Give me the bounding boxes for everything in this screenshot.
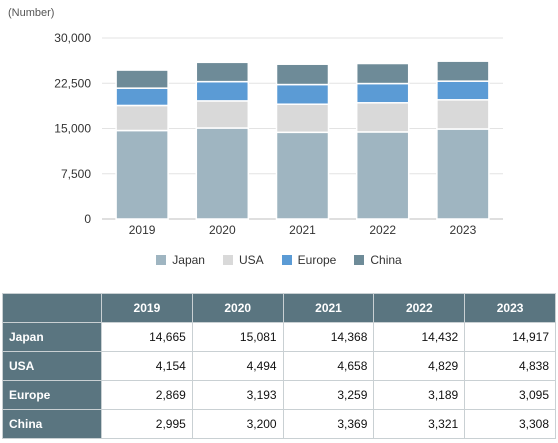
table-cell: 3,193 (191, 380, 284, 410)
table-header-2022: 2022 (373, 293, 466, 323)
table-header-2019: 2019 (101, 293, 193, 323)
bar-segment-europe-2019 (115, 87, 169, 107)
row-label-japan: Japan (2, 322, 102, 352)
y-tick-label: 7,500 (61, 167, 91, 181)
bar-segment-usa-2022 (355, 102, 410, 133)
bar-segment-usa-2021 (275, 103, 330, 134)
bar-segment-europe-2022 (355, 82, 410, 104)
table-cell: 4,154 (101, 351, 193, 381)
bar-segment-europe-2023 (436, 80, 490, 101)
bar-segment-usa-2019 (115, 104, 169, 132)
row-label-china: China (2, 409, 102, 439)
x-tick-label: 2021 (289, 223, 316, 237)
bar-segment-europe-2020 (195, 80, 250, 102)
table-header-2023: 2023 (464, 293, 556, 323)
chart-legend: Japan USA Europe China (0, 251, 558, 269)
legend-swatch-usa (222, 255, 233, 265)
legend-swatch-japan (156, 255, 167, 265)
table-row-europe: Europe 2,869 3,193 3,259 3,189 3,095 (2, 380, 556, 410)
x-tick-label: 2020 (209, 223, 236, 237)
legend-item-china: China (354, 253, 402, 267)
table-row-china: China 2,995 3,200 3,369 3,321 3,308 (2, 409, 556, 439)
bar-segment-europe-2021 (275, 83, 330, 105)
legend-label-europe: Europe (297, 253, 337, 267)
table-cell: 3,308 (464, 409, 556, 439)
table-cell: 3,321 (373, 409, 466, 439)
table-cell: 4,494 (191, 351, 284, 381)
bar-segment-japan-2019 (115, 129, 169, 220)
table-cell: 4,838 (464, 351, 556, 381)
bar-segment-china-2021 (275, 63, 330, 86)
table-cell: 14,432 (373, 322, 466, 352)
table-cell: 4,658 (282, 351, 375, 381)
table-cell: 3,189 (373, 380, 466, 410)
table-cell: 4,829 (373, 351, 466, 381)
table-cell: 2,869 (101, 380, 193, 410)
bar-segment-usa-2020 (195, 100, 250, 129)
legend-swatch-china (354, 255, 365, 265)
table-cell: 14,665 (101, 322, 193, 352)
table-cell: 3,200 (191, 409, 284, 439)
y-tick-label: 15,000 (54, 122, 91, 136)
table-row-japan: Japan 14,665 15,081 14,368 14,432 14,917 (2, 322, 556, 352)
x-tick-label: 2022 (369, 223, 396, 237)
table-header-2020: 2020 (191, 293, 284, 323)
y-tick-label: 30,000 (54, 31, 91, 45)
row-label-usa: USA (2, 351, 102, 381)
bar-segment-china-2022 (355, 62, 410, 85)
legend-label-japan: Japan (172, 253, 205, 267)
table-cell: 3,259 (282, 380, 375, 410)
stacked-bar-chart: (Number) 0 7,500 15,000 22,500 30,000 2019 202… (8, 7, 503, 237)
legend-item-japan: Japan (156, 253, 205, 267)
bar-segment-china-2020 (195, 61, 250, 83)
legend-swatch-europe (281, 255, 292, 265)
bar-segment-japan-2023 (436, 128, 490, 220)
legend-item-europe: Europe (281, 253, 337, 267)
table-cell: 15,081 (191, 322, 284, 352)
table-header-row: 2019 2020 2021 2022 2023 (2, 293, 556, 323)
x-tick-label: 2023 (450, 223, 477, 237)
bar-segment-usa-2023 (436, 99, 490, 130)
bar-segment-china-2019 (115, 69, 169, 89)
bar-segment-china-2023 (436, 60, 490, 82)
y-tick-label: 22,500 (54, 76, 91, 90)
legend-label-china: China (370, 253, 402, 267)
table-cell: 14,368 (282, 322, 375, 352)
table-header-corner (2, 293, 102, 323)
table-row-usa: USA 4,154 4,494 4,658 4,829 4,838 (2, 351, 556, 381)
bar-segment-japan-2022 (355, 131, 410, 220)
table-header-2021: 2021 (282, 293, 375, 323)
table-cell: 2,995 (101, 409, 193, 439)
legend-item-usa: USA (222, 253, 264, 267)
legend-label-usa: USA (238, 253, 264, 267)
x-tick-label: 2019 (129, 223, 156, 237)
table-cell: 3,369 (282, 409, 375, 439)
y-tick-label: 0 (84, 212, 91, 226)
data-table: 2019 2020 2021 2022 2023 Japan 14,665 15… (2, 293, 556, 439)
table-cell: 14,917 (464, 322, 556, 352)
bar-segment-japan-2020 (195, 127, 250, 220)
table-cell: 3,095 (464, 380, 556, 410)
bar-segment-japan-2021 (275, 131, 330, 220)
y-axis-unit-label: (Number) (8, 7, 54, 19)
row-label-europe: Europe (2, 380, 102, 410)
